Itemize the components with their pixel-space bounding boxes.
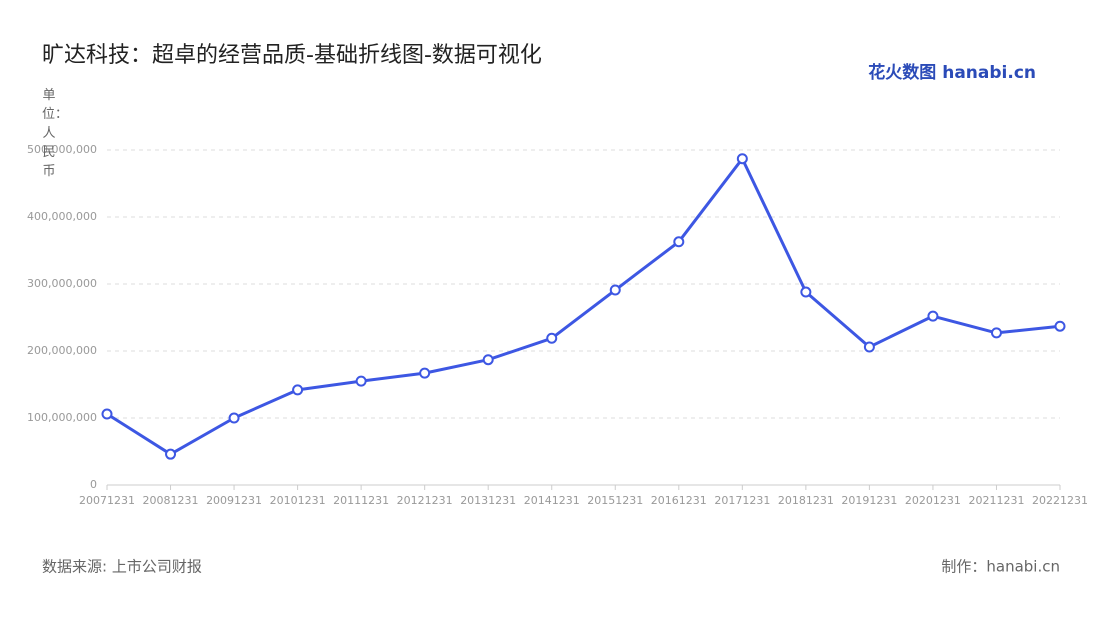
credit-note: 制作：hanabi.cn — [941, 558, 1060, 576]
point — [292, 384, 304, 396]
point — [927, 310, 939, 322]
point — [863, 341, 875, 353]
y-tick-label: 100,000,000 — [27, 411, 97, 424]
point — [800, 286, 812, 298]
line — [106, 157, 1061, 456]
point — [419, 367, 431, 379]
x-tick-label: 20211231 — [968, 494, 1024, 507]
x-tick-label: 20091231 — [206, 494, 262, 507]
y-axis-label: 单位：人民币 — [42, 88, 69, 179]
x-tick-label: 20141231 — [524, 494, 580, 507]
brand-logo: 花火数图 hanabi.cn — [868, 62, 1036, 83]
x-tick-label: 20171231 — [714, 494, 770, 507]
x-tick-label: 20221231 — [1032, 494, 1088, 507]
x-tick-label: 20201231 — [905, 494, 961, 507]
x-tick-label: 20131231 — [460, 494, 516, 507]
point — [355, 375, 367, 387]
x-tick-label: 20161231 — [651, 494, 707, 507]
point — [101, 408, 113, 420]
x-tick-label: 20121231 — [397, 494, 453, 507]
x-tick-label: 20181231 — [778, 494, 834, 507]
point — [990, 327, 1002, 339]
point — [609, 284, 621, 296]
x-tick-label: 20191231 — [841, 494, 897, 507]
source-note: 数据来源: 上市公司财报 — [42, 558, 202, 576]
point — [673, 236, 685, 248]
y-tick-label: 300,000,000 — [27, 277, 97, 290]
x-tick-label: 20151231 — [587, 494, 643, 507]
x-tick-label: 20081231 — [143, 494, 199, 507]
chart-title: 旷达科技：超卓的经营品质-基础折线图-数据可视化 — [42, 43, 542, 68]
point — [165, 448, 177, 460]
point — [482, 354, 494, 366]
point — [1054, 320, 1066, 332]
point — [546, 332, 558, 344]
x-tick-label: 20111231 — [333, 494, 389, 507]
y-tick-label: 0 — [90, 478, 97, 491]
point — [736, 153, 748, 165]
x-tick-label: 20071231 — [79, 494, 135, 507]
point — [228, 412, 240, 424]
y-tick-label: 200,000,000 — [27, 344, 97, 357]
y-tick-label: 500,000,000 — [27, 143, 97, 156]
y-tick-label: 400,000,000 — [27, 210, 97, 223]
x-tick-label: 20101231 — [270, 494, 326, 507]
